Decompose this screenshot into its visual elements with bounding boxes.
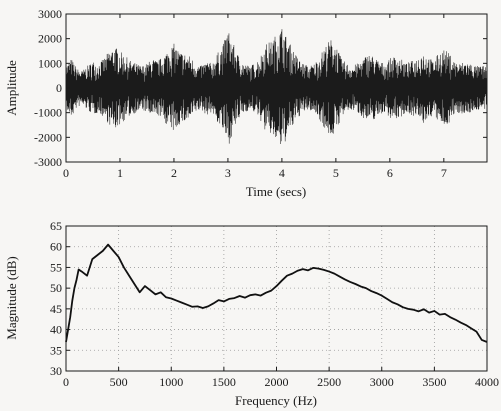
- spectrum-x-tick-label: 500: [110, 375, 128, 389]
- waveform-y-tick-label: -1000: [34, 106, 62, 120]
- waveform-series: [65, 29, 488, 145]
- spectrum-y-tick-label: 30: [50, 364, 62, 378]
- waveform-chart: 0 1 2 3 4 5 6 7 -3000 -2000 -1000 0 1000 2000 3000 Tim…: [4, 7, 488, 199]
- spectrum-y-tick-label: 60: [50, 240, 62, 254]
- spectrum-y-tick-label: 55: [50, 260, 62, 274]
- waveform-plot-frame: [65, 13, 488, 163]
- waveform-x-tick-label: 5: [333, 166, 339, 180]
- spectrum-y-tick-label: 65: [50, 219, 62, 233]
- waveform-x-axis-label: Time (secs): [246, 184, 307, 199]
- waveform-x-tick-label: 0: [63, 166, 69, 180]
- waveform-y-axis-label: Amplitude: [4, 60, 19, 116]
- spectrum-y-tick-label: 35: [50, 343, 62, 357]
- waveform-ticks: 0 1 2 3 4 5 6 7 -3000 -2000 -1000 0 1000 2000 3000: [34, 7, 487, 180]
- spectrum-x-tick-label: 0: [63, 375, 69, 389]
- spectrum-x-tick-label: 3500: [422, 375, 446, 389]
- waveform-y-tick-label: 0: [56, 81, 62, 95]
- spectrum-plot-frame: [65, 225, 488, 372]
- spectrum-x-tick-label: 3000: [370, 375, 394, 389]
- spectrum-x-tick-label: 4000: [475, 375, 499, 389]
- waveform-x-tick-label: 3: [225, 166, 231, 180]
- spectrum-chart: 0 500 1000 1500 2000 2500 3000 3500 4000 30 35 40 45…: [4, 219, 499, 408]
- waveform-y-tick-label: -2000: [34, 130, 62, 144]
- waveform-x-tick-label: 4: [279, 166, 285, 180]
- spectrum-grid: [66, 226, 487, 371]
- spectrum-y-axis-label: Magnitude (dB): [4, 256, 19, 339]
- spectrum-ticks: 0 500 1000 1500 2000 2500 3000 3500 4000 30 35 40 45…: [50, 219, 499, 389]
- waveform-y-tick-label: 1000: [38, 56, 62, 70]
- waveform-signal: [65, 29, 488, 145]
- waveform-x-tick-label: 1: [117, 166, 123, 180]
- spectrum-x-tick-label: 1000: [159, 375, 183, 389]
- spectrum-series-line: [65, 243, 488, 343]
- spectrum-y-tick-label: 50: [50, 281, 62, 295]
- spectrum-x-tick-label: 2000: [265, 375, 289, 389]
- waveform-y-tick-label: 3000: [38, 7, 62, 21]
- spectrum-x-tick-label: 2500: [317, 375, 341, 389]
- spectrum-x-tick-label: 1500: [212, 375, 236, 389]
- waveform-x-tick-label: 6: [387, 166, 393, 180]
- spectrum-y-tick-label: 45: [50, 302, 62, 316]
- waveform-y-tick-label: 2000: [38, 32, 62, 46]
- waveform-x-tick-label: 2: [171, 166, 177, 180]
- spectrum-y-tick-label: 40: [50, 323, 62, 337]
- waveform-y-tick-label: -3000: [34, 155, 62, 169]
- spectrum-x-axis-label: Frequency (Hz): [235, 393, 317, 408]
- waveform-x-tick-label: 7: [441, 166, 447, 180]
